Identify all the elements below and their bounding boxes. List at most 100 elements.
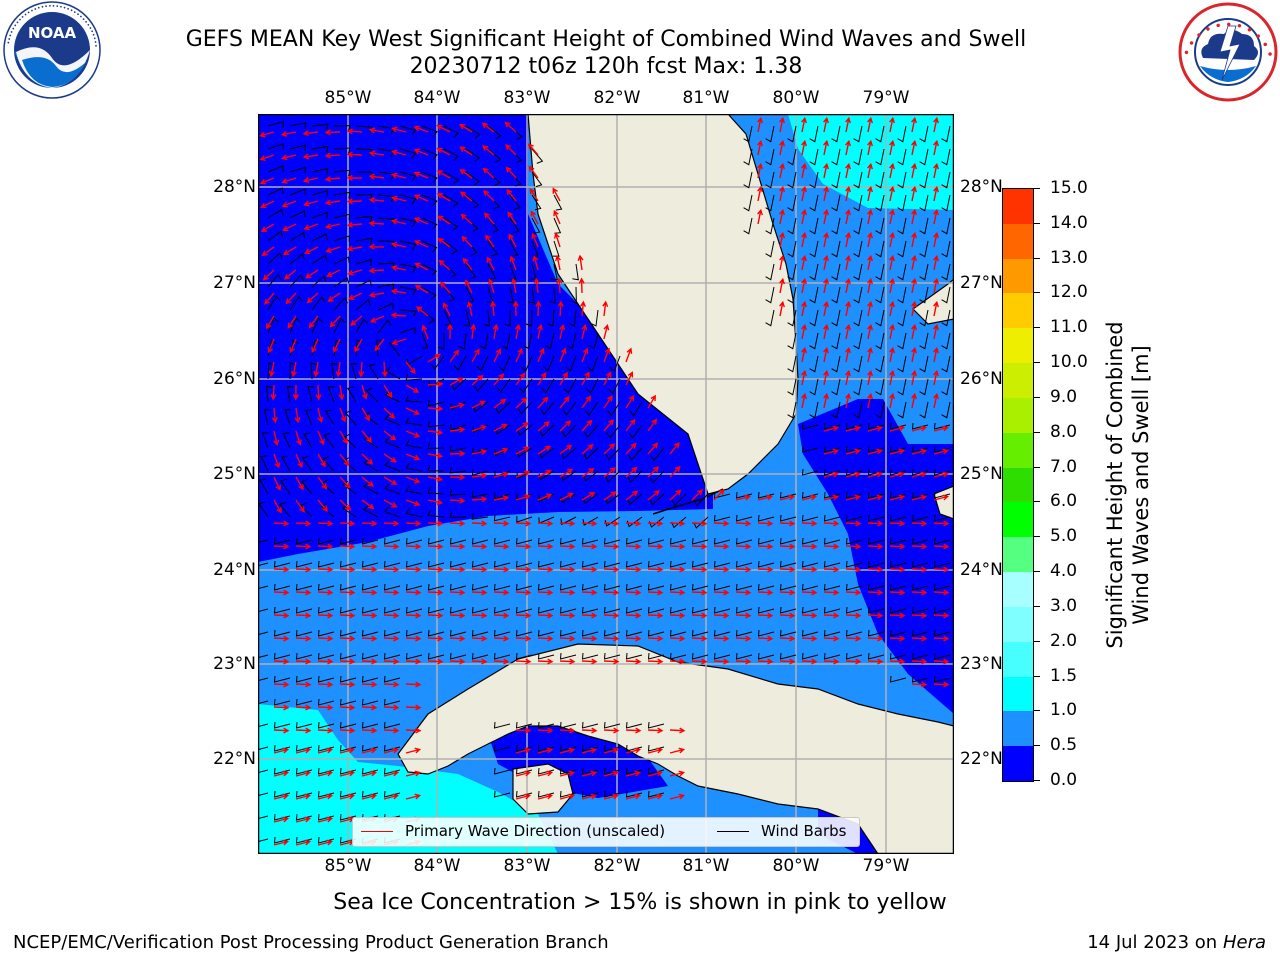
wave-direction-arrow (427, 658, 444, 665)
wave-direction-arrow (282, 246, 297, 256)
wind-barb (831, 217, 841, 235)
wind-barb (801, 560, 819, 568)
wave-direction-arrow (537, 612, 554, 619)
wind-barb (377, 217, 395, 225)
wave-direction-arrow (647, 394, 656, 409)
wave-direction-arrow (691, 612, 708, 619)
wind-barb (933, 629, 951, 637)
wind-barb (443, 148, 460, 161)
wind-barb (897, 263, 907, 281)
wave-direction-arrow (405, 407, 421, 415)
wind-barb (562, 401, 577, 416)
wave-direction-arrow (823, 300, 829, 317)
wave-direction-arrow (845, 208, 851, 225)
colorbar-segment (1003, 502, 1033, 538)
wave-direction-arrow (823, 231, 829, 248)
wind-barb (693, 493, 709, 507)
wave-direction-arrow (449, 566, 466, 573)
wave-direction-arrow (438, 259, 451, 271)
wave-direction-legend-label: Primary Wave Direction (unscaled) (405, 822, 666, 840)
wave-direction-arrow (845, 254, 851, 271)
wave-direction-arrow (268, 361, 275, 378)
wave-direction-arrow (493, 612, 510, 619)
wind-barb (919, 355, 929, 373)
wind-barb (933, 606, 951, 614)
wave-direction-arrow (505, 166, 517, 179)
wave-direction-arrow (281, 177, 297, 184)
wave-direction-arrow (911, 448, 928, 455)
wave-direction-arrow (405, 520, 422, 527)
wave-direction-arrow (911, 346, 917, 363)
wave-direction-arrow (911, 681, 928, 688)
wind-barb (427, 652, 445, 660)
wave-direction-arrow (647, 635, 664, 642)
wave-direction-arrow (485, 234, 495, 248)
wind-barb (845, 583, 863, 591)
wind-barb (581, 652, 599, 660)
wave-direction-arrow (889, 589, 906, 596)
wind-barb (801, 445, 819, 453)
wind-barb (765, 309, 775, 327)
wave-direction-arrow (889, 543, 906, 550)
wind-barb (809, 148, 819, 166)
wind-barb (449, 467, 467, 474)
wind-barb (568, 309, 577, 327)
wave-direction-arrow (383, 793, 400, 800)
wind-barb (691, 629, 709, 637)
wind-barb (355, 258, 372, 266)
wave-direction-arrow (845, 116, 851, 133)
wind-barb (295, 537, 313, 545)
wave-direction-arrow (603, 467, 617, 478)
wave-direction-arrow (459, 146, 473, 156)
wave-direction-arrow (557, 300, 564, 317)
wind-barb (258, 838, 269, 843)
wave-direction-arrow (801, 346, 807, 363)
wave-direction-arrow (625, 589, 642, 596)
wave-direction-arrow (383, 635, 400, 642)
wave-direction-arrow (339, 476, 351, 489)
wave-direction-arrow (273, 566, 290, 573)
wave-direction-arrow (625, 566, 642, 573)
wave-direction-arrow (339, 520, 356, 527)
wave-direction-arrow (735, 520, 752, 527)
lat-label-right: 23°N (960, 654, 1003, 674)
wave-direction-arrow (515, 422, 529, 432)
wave-direction-arrow (335, 361, 342, 378)
wind-barb (515, 606, 533, 614)
wind-barb (355, 298, 371, 311)
wave-direction-arrow (625, 770, 642, 777)
wind-barb (553, 217, 562, 234)
wind-barb (831, 286, 841, 304)
wave-direction-arrow (361, 747, 378, 754)
wave-direction-arrow (339, 770, 356, 777)
colorbar-tick-label: 3.0 (1050, 595, 1078, 616)
wind-barb (538, 447, 555, 459)
wind-barb (273, 560, 291, 568)
wave-direction-arrow (845, 543, 862, 550)
wave-direction-arrow (757, 658, 774, 665)
wave-direction-arrow (508, 233, 517, 248)
wind-barb (941, 378, 951, 396)
wave-direction-arrow (801, 658, 818, 665)
wind-barb (757, 606, 775, 614)
wave-direction-arrow (493, 566, 510, 573)
wave-direction-arrow (315, 384, 322, 401)
wave-direction-arrow (339, 589, 356, 596)
wind-barb (911, 629, 929, 637)
wave-direction-arrow (735, 589, 752, 596)
map-gridlines (258, 114, 954, 854)
wave-direction-arrow (933, 162, 939, 179)
wave-direction-arrow (471, 543, 488, 550)
wave-direction-arrow (390, 195, 407, 202)
wind-barb (787, 263, 797, 281)
wave-direction-arrow (559, 566, 576, 573)
wave-direction-arrow (647, 543, 664, 550)
wave-direction-arrow (358, 361, 365, 378)
wave-direction-arrow (471, 658, 488, 665)
wave-direction-arrow (264, 292, 275, 305)
wind-barb (331, 362, 338, 380)
wave-direction-arrow (537, 589, 554, 596)
wave-direction-arrow (324, 129, 341, 136)
wave-direction-arrow (449, 402, 465, 409)
wave-direction-arrow (317, 793, 334, 800)
